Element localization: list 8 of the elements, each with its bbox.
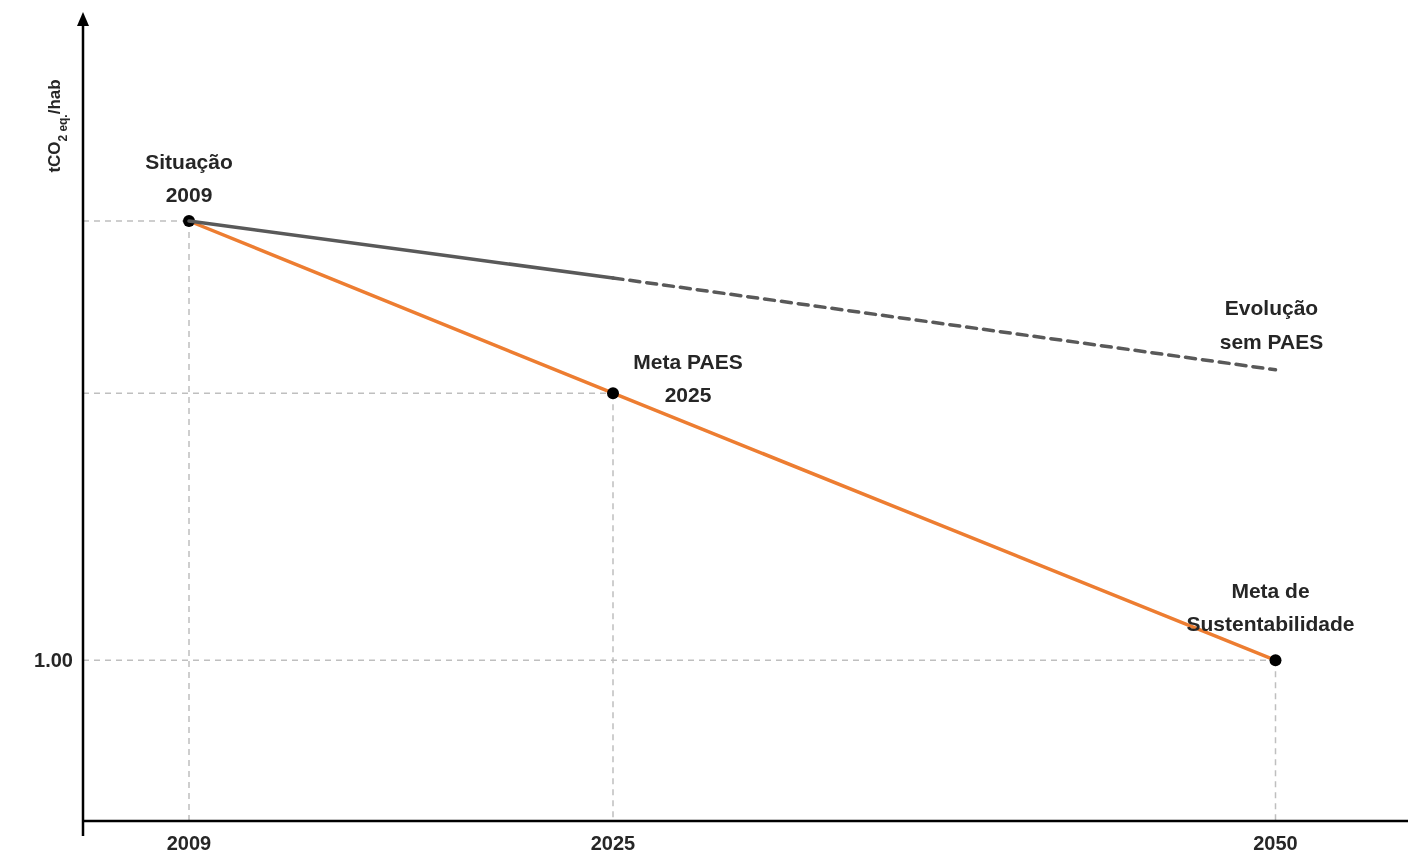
annotation: Situação 2009: [145, 150, 233, 206]
text: 1.00: [34, 649, 73, 672]
series-label: Evolução sem PAES: [1219, 295, 1324, 353]
annotation: Meta de Sustentabilidade: [1186, 579, 1355, 636]
x-tick-label: 2025: [590, 832, 636, 854]
x-tick-label: 2050: [1253, 832, 1298, 854]
x-tick-label: 2009: [166, 832, 212, 854]
annotation: Meta PAES 2025: [633, 350, 743, 407]
